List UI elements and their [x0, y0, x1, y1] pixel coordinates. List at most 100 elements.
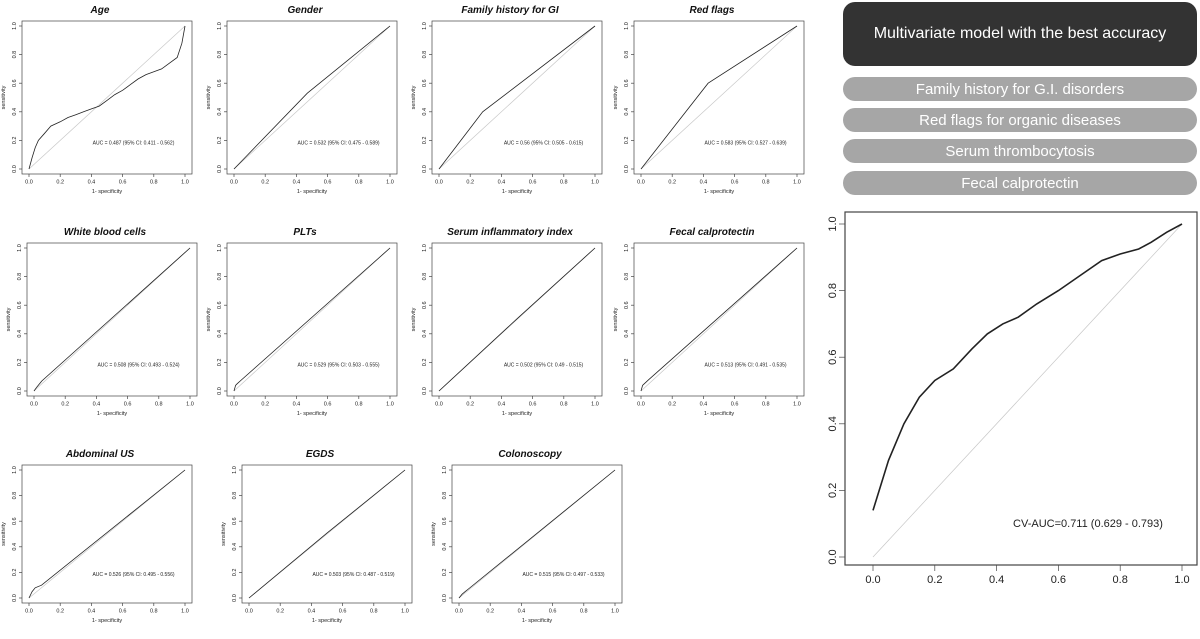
- model-header: Multivariate model with the best accurac…: [843, 2, 1197, 66]
- roc-curve: [28, 25, 186, 170]
- predictor-pill: Fecal calprotectin: [843, 171, 1197, 195]
- x-tick-label: 0.8: [560, 180, 568, 186]
- y-tick-label: 0.6: [442, 517, 448, 525]
- x-tick-label: 0.0: [25, 609, 33, 615]
- panel-title: Family history for GI: [461, 5, 559, 16]
- x-tick-label: 0.6: [119, 609, 127, 615]
- x-tick-label: 0.2: [261, 402, 269, 408]
- panel-title: Fecal calprotectin: [669, 227, 755, 238]
- y-tick-label: 0.6: [217, 301, 223, 309]
- x-axis-label: 1- specificity: [312, 618, 343, 624]
- y-tick-label: 0.8: [827, 283, 839, 298]
- y-tick-label: 0.6: [624, 79, 630, 87]
- roc-chart: 0.0 0.0 0.2 0.2 0.4 0.4 0.6 0.6 0.8 0.8 1.0 1.0 AUC …: [431, 464, 623, 624]
- y-tick-label: 0.8: [12, 51, 18, 59]
- auc-annotation: AUC = 0.56 (95% CI: 0.505 - 0.615): [504, 141, 584, 147]
- y-tick-label: 1.0: [827, 216, 839, 231]
- y-axis-label: sensitivity: [221, 522, 227, 546]
- roc-curve: [248, 469, 406, 599]
- y-tick-label: 0.6: [17, 301, 23, 309]
- x-axis-label: 1- specificity: [502, 189, 533, 195]
- y-tick-label: 0.4: [217, 330, 223, 338]
- x-tick-label: 0.6: [119, 180, 127, 186]
- x-axis-label: 1- specificity: [502, 411, 533, 417]
- x-tick-label: 0.4: [293, 180, 301, 186]
- x-tick-label: 0.6: [549, 609, 557, 615]
- x-tick-label: 0.0: [637, 180, 645, 186]
- plot-frame: [451, 464, 623, 604]
- roc-curve: [33, 247, 191, 392]
- auc-annotation: AUC = 0.513 (95% CI: 0.491 - 0.535): [704, 363, 786, 369]
- predictor-pill: Family history for G.I. disorders: [843, 77, 1197, 101]
- x-tick-label: 1.0: [793, 402, 801, 408]
- roc-panel-gender: Gender 0.0 0.0 0.2 0.2 0.4 0.4 0.6 0.6 0.8 0.8 1.0…: [205, 5, 405, 210]
- roc-chart: 0.0 0.0 0.2 0.2 0.4 0.4 0.6 0.6 0.8 0.8 1.0 1.0 AUC …: [613, 20, 805, 195]
- x-axis-label: 1- specificity: [92, 618, 123, 624]
- roc-curve: [872, 223, 1183, 511]
- roc-curve: [233, 247, 391, 392]
- y-tick-label: 0.2: [17, 359, 23, 367]
- y-tick-label: 1.0: [217, 244, 223, 252]
- x-tick-label: 0.6: [529, 402, 537, 408]
- plot-frame: [226, 20, 398, 175]
- x-tick-label: 0.0: [455, 609, 463, 615]
- y-tick-label: 0.4: [442, 543, 448, 551]
- auc-annotation: AUC = 0.487 (95% CI: 0.411 - 0.562): [93, 141, 175, 147]
- y-tick-label: 0.8: [217, 51, 223, 59]
- x-axis-label: 1- specificity: [92, 189, 123, 195]
- roc-panel-family-history: Family history for GI 0.0 0.0 0.2 0.2 0.4 0.4…: [410, 5, 610, 210]
- x-tick-label: 0.2: [61, 402, 69, 408]
- y-tick-label: 0.8: [232, 492, 238, 500]
- y-tick-label: 0.8: [422, 51, 428, 59]
- plot-frame: [431, 242, 603, 397]
- auc-annotation: AUC = 0.508 (95% CI: 0.493 - 0.524): [97, 363, 179, 369]
- y-tick-label: 0.2: [827, 483, 839, 498]
- auc-annotation: AUC = 0.502 (95% CI: 0.49 - 0.515): [504, 363, 584, 369]
- roc-curve: [233, 25, 391, 170]
- y-axis-label: sensitivity: [613, 307, 619, 331]
- reference-diagonal: [233, 25, 391, 170]
- y-axis-label: sensitivity: [431, 522, 437, 546]
- x-tick-label: 0.2: [486, 609, 494, 615]
- y-tick-label: 0.4: [12, 543, 18, 551]
- x-tick-label: 0.2: [56, 180, 64, 186]
- roc-panel-plts: PLTs 0.0 0.0 0.2 0.2 0.4 0.4 0.6 0.6 0.8 0.8 1.0 1.…: [205, 227, 405, 432]
- reference-diagonal: [233, 247, 391, 392]
- y-tick-label: 0.4: [827, 416, 839, 431]
- y-tick-label: 0.8: [12, 492, 18, 500]
- y-tick-label: 0.8: [17, 273, 23, 281]
- y-axis-label: sensitivity: [613, 85, 619, 109]
- x-tick-label: 0.8: [1113, 574, 1128, 586]
- x-tick-label: 0.8: [370, 609, 378, 615]
- y-tick-label: 1.0: [217, 22, 223, 30]
- y-tick-label: 0.8: [217, 273, 223, 281]
- plot-frame: [633, 242, 805, 397]
- panel-title: Abdominal US: [65, 449, 135, 460]
- x-tick-label: 0.8: [150, 180, 158, 186]
- y-tick-label: 0.6: [624, 301, 630, 309]
- x-tick-label: 0.6: [124, 402, 132, 408]
- x-tick-label: 0.2: [276, 609, 284, 615]
- y-axis-label: sensitivity: [411, 307, 417, 331]
- panel-title: Serum inflammatory index: [447, 227, 573, 238]
- x-tick-label: 0.8: [762, 180, 770, 186]
- reference-diagonal: [438, 25, 596, 170]
- y-tick-label: 0.0: [217, 387, 223, 395]
- x-tick-label: 0.2: [261, 180, 269, 186]
- roc-panel-sii: Serum inflammatory index 0.0 0.0 0.2 0.2 0.4…: [410, 227, 610, 432]
- y-tick-label: 0.0: [12, 594, 18, 602]
- y-tick-label: 0.8: [422, 273, 428, 281]
- predictor-pill: Red flags for organic diseases: [843, 108, 1197, 132]
- plot-frame: [26, 242, 198, 397]
- roc-curve: [28, 469, 186, 599]
- panel-title: EGDS: [305, 449, 335, 460]
- y-tick-label: 0.2: [12, 569, 18, 577]
- x-tick-label: 0.4: [518, 609, 526, 615]
- x-tick-label: 0.2: [466, 402, 474, 408]
- y-axis-label: sensitivity: [1, 85, 7, 109]
- reference-diagonal: [28, 25, 186, 170]
- roc-chart: 0.0 0.0 0.2 0.2 0.4 0.4 0.6 0.6 0.8 0.8 1.0 1.0 AUC …: [206, 242, 398, 417]
- x-tick-label: 0.6: [731, 402, 739, 408]
- y-tick-label: 0.4: [217, 108, 223, 116]
- y-tick-label: 0.2: [217, 137, 223, 145]
